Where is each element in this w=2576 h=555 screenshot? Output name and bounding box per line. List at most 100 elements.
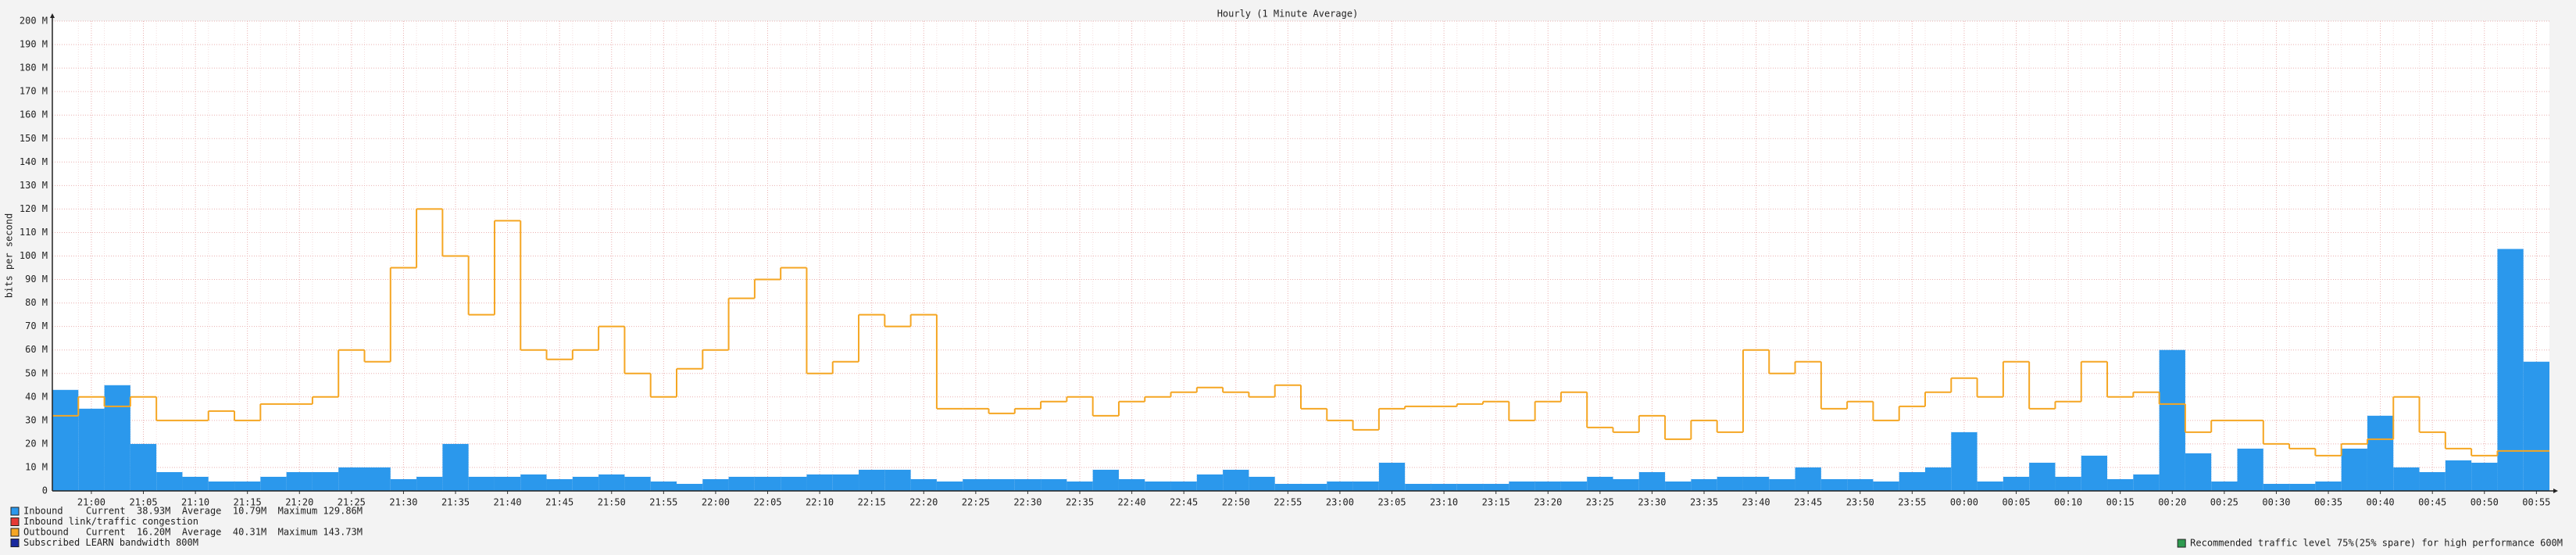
bar [677,483,703,491]
x-tick-label: 22:55 [1274,497,1302,508]
bar [104,385,130,491]
x-tick-label: 00:10 [2054,497,2082,508]
bar [2211,481,2238,491]
x-tick-label: 00:50 [2471,497,2499,508]
x-tick-label: 21:20 [285,497,313,508]
legend-swatch [10,539,20,547]
legend-stats: Current 16.20M Average 40.31M Maximum 14… [86,527,363,538]
bar [1118,478,1145,491]
bar [1301,483,1327,491]
x-tick-label: 22:10 [806,497,834,508]
bar [1223,469,1249,491]
x-tick-label: 21:55 [649,497,677,508]
bar [1170,481,1197,491]
bar [624,476,651,491]
bar [859,469,885,491]
x-tick-label: 23:00 [1326,497,1354,508]
bar [1092,469,1119,491]
y-axis-label: bits per second [4,213,15,298]
y-tick-label: 110 M [20,227,48,238]
bar [2367,415,2394,491]
legend-swatch [10,507,20,516]
bar [1691,478,1717,491]
bar [1535,481,1561,491]
bar [1847,478,1874,491]
x-tick-label: 00:15 [2106,497,2135,508]
x-tick-label: 21:30 [389,497,417,508]
legend-label: Recommended traffic level 75%(25% spare)… [2190,538,2563,549]
bar [650,481,677,491]
y-tick-label: 80 M [25,297,48,308]
x-tick-label: 22:20 [909,497,938,508]
bar [52,389,79,491]
x-tick-label: 22:00 [702,497,730,508]
bar [963,478,989,491]
bar [2263,483,2290,491]
x-tick-label: 21:45 [545,497,573,508]
x-tick-label: 21:35 [441,497,470,508]
legend-swatch [2177,539,2186,548]
y-tick-label: 30 M [25,414,48,425]
bar [1509,481,1535,491]
x-tick-label: 21:05 [129,497,157,508]
bar [2393,467,2420,491]
bar [2003,476,2030,491]
bar [286,471,313,491]
y-tick-label: 200 M [20,16,48,27]
y-tick-label: 140 M [20,156,48,167]
bar [1951,431,1978,491]
x-tick-label: 23:55 [1898,497,1926,508]
y-tick-label: 40 M [25,391,48,402]
bar [2185,453,2212,491]
bar [832,474,859,491]
legend-swatch [10,528,20,537]
bar [1327,481,1353,491]
bar [1405,483,1431,491]
bar [1795,467,1821,491]
x-tick-label: 21:10 [181,497,209,508]
bar [390,478,417,491]
bar [1560,481,1588,491]
bar [702,478,729,491]
bar [2237,448,2263,491]
x-tick-label: 21:50 [598,497,626,508]
y-tick-label: 160 M [20,109,48,120]
bar [546,478,573,491]
x-tick-label: 21:15 [234,497,262,508]
y-tick-label: 120 M [20,203,48,214]
bar [1196,474,1224,491]
bar [338,467,365,491]
bar [1977,481,2003,491]
bar [2133,474,2160,491]
bar [936,481,963,491]
x-tick-label: 22:40 [1118,497,1146,508]
bar [754,476,781,491]
bar [572,476,599,491]
bar [234,481,261,491]
bar [1014,478,1041,491]
bar [2029,462,2056,491]
bar [1041,478,1067,491]
bar [1769,478,1795,491]
bar [884,469,911,491]
x-tick-label: 23:25 [1586,497,1614,508]
legend-label: Inbound link/traffic congestion [23,516,198,527]
bar [416,476,443,491]
bar [806,474,833,491]
bar [1378,462,1406,491]
y-tick-label: 130 M [20,180,48,191]
y-tick-label: 150 M [20,133,48,144]
x-tick-label: 00:20 [2158,497,2186,508]
x-tick-label: 22:30 [1013,497,1041,508]
axis-arrow [2553,489,2558,493]
bar [208,481,235,491]
bar [1899,471,1925,491]
x-tick-label: 22:05 [753,497,781,508]
bar [2471,462,2498,491]
bar [1638,471,1666,491]
x-tick-label: 21:40 [494,497,522,508]
bar [1873,481,1899,491]
bar [364,467,391,491]
y-tick-label: 60 M [25,344,48,355]
bar [728,476,755,491]
